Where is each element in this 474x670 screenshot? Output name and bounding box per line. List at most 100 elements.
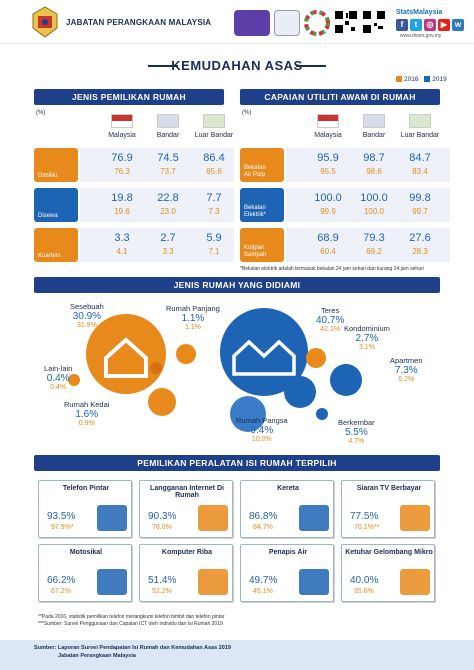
value-2016: 100.0 xyxy=(363,207,385,216)
page-title: KEMUDAHAN ASAS xyxy=(171,58,303,73)
car-icon xyxy=(299,505,329,531)
water-tap-icon: Bekalan Air Paip xyxy=(240,148,284,182)
column-header: Bandar xyxy=(156,132,180,139)
appliance-card: Langganan Internet Di Rumah 90.3% 76.0% xyxy=(139,480,233,538)
stats-url[interactable]: www.dosm.gov.my xyxy=(400,33,442,39)
appliance-2016: 70.1%** xyxy=(354,524,380,531)
row-label: Bekalan Air Paip xyxy=(244,165,266,179)
value-2016: 95.5 xyxy=(320,167,336,176)
ownership-heading: JENIS PEMILIKAN RUMAH xyxy=(34,89,224,105)
twitter-icon[interactable]: t xyxy=(410,19,422,31)
appliance-2019: 77.5% xyxy=(350,511,379,522)
row-label-line2: Elektrik* xyxy=(244,212,267,218)
table-row-bg xyxy=(286,188,450,222)
value-2016: 69.2 xyxy=(366,247,382,256)
appliance-2016: 67.2% xyxy=(51,588,71,595)
appliance-2016: 35.6% xyxy=(354,588,374,595)
row-label: Dimiliki xyxy=(38,173,57,179)
value-2016: 28.3 xyxy=(412,247,428,256)
ownership-table: Malaysia Bandar Luar Bandar Dimiliki 76.9 76.… xyxy=(34,108,234,268)
value-2019: 68.9 xyxy=(317,232,339,244)
column-header: Malaysia xyxy=(108,132,136,139)
row-label: Bekalan Elektrik* xyxy=(244,205,266,219)
appliance-label: Motosikal xyxy=(69,549,103,556)
row-label-line2: Air Paip xyxy=(244,172,266,178)
value-2019: 3.3 xyxy=(114,232,130,244)
appliance-2019: 40.0% xyxy=(350,575,379,586)
ownership-unit: (%) xyxy=(36,110,46,116)
column-image-2 xyxy=(409,114,431,128)
department-name: JABATAN PERANGKAAN MALAYSIA xyxy=(66,18,212,27)
apartment-icon xyxy=(330,364,362,396)
house-outline-icon xyxy=(104,337,148,378)
value-2019: 19.8 xyxy=(111,192,133,204)
value-2016: 85.6 xyxy=(206,167,222,176)
appliance-label: Telefon Pintar xyxy=(62,485,110,492)
table-row-bg xyxy=(80,188,234,222)
appliances-heading: PEMILIKAN PERALATAN ISI RUMAH TERPILIH xyxy=(34,455,440,471)
house-types-graphic xyxy=(68,308,362,432)
table-row-bg xyxy=(286,148,450,182)
value-2016: 83.4 xyxy=(412,167,428,176)
quarters-icon: Kuarters xyxy=(34,228,78,262)
row-label-line1: Kutipan xyxy=(244,245,265,251)
facebook-icon[interactable]: f xyxy=(396,19,408,31)
footer-source: Sumber: Laporan Survei Pendapatan Isi Ru… xyxy=(34,645,231,651)
appliance-label: Siaran TV Berbayar xyxy=(356,485,422,492)
appliance-card: Kereta 86.8% 84.7% xyxy=(240,480,334,538)
flat-icon xyxy=(230,396,266,432)
legend-swatch-2019 xyxy=(424,76,431,83)
value-2016: 7.1 xyxy=(208,247,220,256)
value-2016: 99.7 xyxy=(412,207,428,216)
appliance-2019: 51.4% xyxy=(148,575,177,586)
value-2019: 5.9 xyxy=(206,232,222,244)
value-2019: 86.4 xyxy=(203,152,225,164)
qr-code-icon[interactable] xyxy=(362,10,386,34)
jpm-logo-icon xyxy=(274,10,300,36)
value-2016: 19.6 xyxy=(114,207,130,216)
wifi-icon xyxy=(198,505,228,531)
smartphone-icon xyxy=(97,505,127,531)
legend-2019: 2019 xyxy=(432,76,447,83)
qr-code-icon[interactable] xyxy=(334,10,358,34)
youtube-icon[interactable]: ▶ xyxy=(438,19,450,31)
value-2019: 22.8 xyxy=(157,192,179,204)
title-rule-left xyxy=(148,65,178,67)
instagram-icon[interactable]: ◎ xyxy=(424,19,436,31)
laptop-icon xyxy=(198,569,228,595)
web-icon[interactable]: w xyxy=(452,19,464,31)
utilities-table: Malaysia Bandar Luar Bandar Bekalan Air Paip… xyxy=(240,108,450,268)
value-2016: 4.1 xyxy=(116,247,128,256)
appliance-2019: 90.3% xyxy=(148,511,177,522)
table-row-bg xyxy=(80,228,234,262)
table-row-bg xyxy=(80,148,234,182)
appliance-2019: 66.2% xyxy=(47,575,76,586)
column-image-1 xyxy=(363,114,385,128)
utilities-heading: CAPAIAN UTILITI AWAM DI RUMAH xyxy=(240,89,440,105)
appliance-label: Kereta xyxy=(277,485,299,492)
garbage-icon: Kutipan Sampah xyxy=(240,228,284,262)
value-2019: 100.0 xyxy=(314,192,342,204)
appliances-note-2: ***Sumber: Survei Penggunaan dan Capaian… xyxy=(38,621,223,627)
value-2019: 99.8 xyxy=(409,192,431,204)
appliance-2016: 84.7% xyxy=(253,524,273,531)
sdg-wheel-icon xyxy=(304,10,330,36)
value-2016: 60.4 xyxy=(320,247,336,256)
row-label-line1: Bekalan xyxy=(244,205,266,211)
value-2019: 98.7 xyxy=(363,152,385,164)
malaysia-crest-icon xyxy=(32,6,58,38)
column-header: Luar Bandar xyxy=(400,132,440,139)
appliance-card: Telefon Pintar 93.5% 97.9%* xyxy=(38,480,132,538)
banci-logo-icon xyxy=(234,10,270,36)
satellite-tv-icon xyxy=(400,505,430,531)
house-circle-sesebuah xyxy=(86,314,166,394)
appliance-2016: 45.1% xyxy=(253,588,273,595)
appliance-card: Motosikal 66.2% 67.2% xyxy=(38,544,132,602)
legend-swatch-2016 xyxy=(396,76,402,83)
row-label: Disewa xyxy=(38,213,58,219)
appliance-label: Langganan Internet Di Rumah xyxy=(150,485,224,499)
terrace-house-icon xyxy=(232,339,296,376)
stats-brand[interactable]: StatsMalaysia xyxy=(396,9,443,16)
utilities-note: *Bekalan elektrik adalah termasuk bekala… xyxy=(240,266,424,272)
value-2016: 3.3 xyxy=(162,247,174,256)
